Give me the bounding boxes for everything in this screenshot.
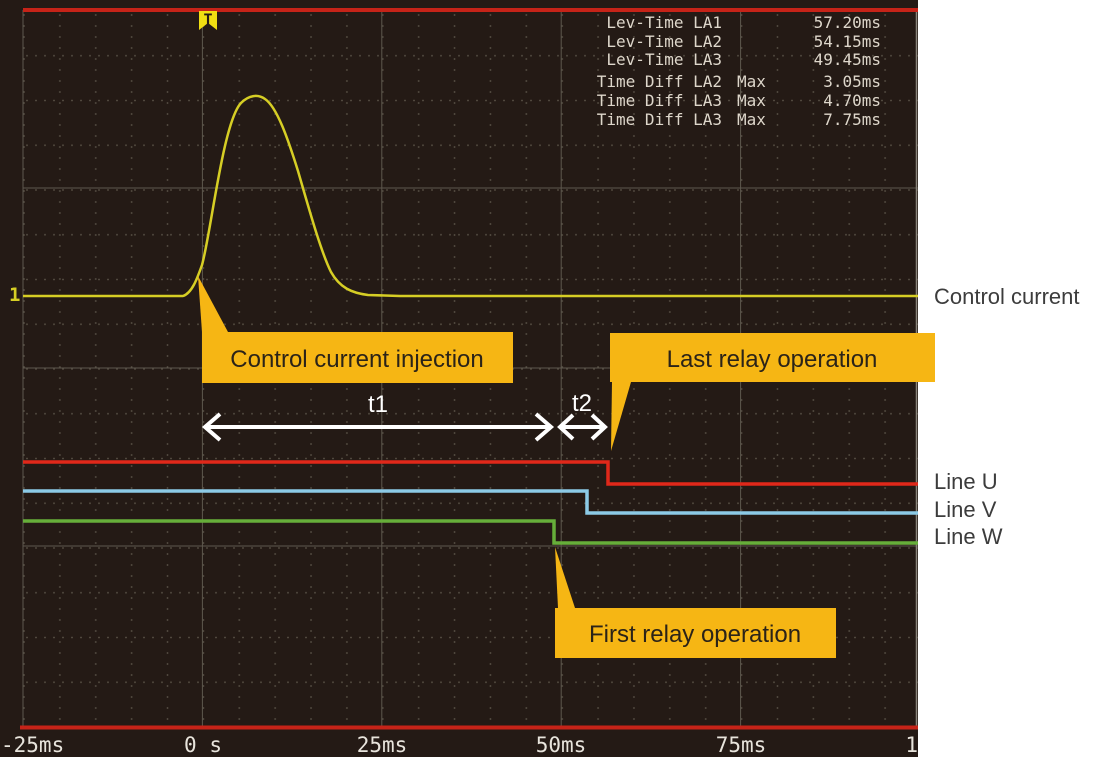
- measurement-row: Time Diff LA3 Max 4.70ms: [597, 91, 881, 110]
- line-w-label: Line W: [934, 524, 1003, 549]
- measurement-stat: Max: [737, 110, 766, 129]
- measurement-row: Lev-Time LA2 54.15ms: [606, 32, 881, 51]
- x-tick-label: -25ms: [1, 733, 64, 757]
- line-v-trace: [23, 489, 918, 515]
- callout-box: [610, 333, 935, 382]
- control-current-label: Control current: [934, 284, 1080, 309]
- measurement-label: Time Diff LA3: [597, 110, 722, 129]
- callout-box: [555, 608, 836, 658]
- callout-control-current-injection: Control current injection: [198, 276, 513, 383]
- line-w-trace: [23, 519, 918, 545]
- control-current-trace: [23, 94, 918, 298]
- measurement-value: 3.05ms: [823, 72, 881, 91]
- interval-arrows: t1 t2: [201, 390, 608, 442]
- measurement-label: Lev-Time LA1: [606, 13, 722, 32]
- measurement-value: 4.70ms: [823, 91, 881, 110]
- measurement-value: 49.45ms: [814, 50, 881, 69]
- t1-label: t1: [368, 391, 388, 418]
- measurement-value: 54.15ms: [814, 32, 881, 51]
- measurement-label: Time Diff LA2: [597, 72, 722, 91]
- x-tick-label: 0 s: [184, 733, 222, 757]
- measurement-stat: Max: [737, 91, 766, 110]
- callout-last-relay-operation: Last relay operation: [610, 333, 935, 451]
- measurement-row: Time Diff LA3 Max 7.75ms: [597, 110, 881, 129]
- trace-legend: Control current Line U Line V Line W: [934, 284, 1080, 549]
- line-u-trace: [23, 460, 918, 486]
- t2-label: t2: [572, 390, 592, 417]
- trigger-marker: T: [199, 11, 217, 30]
- measurement-row: Lev-Time LA1 57.20ms: [606, 13, 881, 32]
- measurement-stat: Max: [737, 72, 766, 91]
- x-tick-label: 75ms: [716, 733, 767, 757]
- callout-box: [202, 332, 513, 383]
- measurement-row: Time Diff LA2 Max 3.05ms: [597, 72, 881, 91]
- x-tick-label: 1: [905, 733, 918, 757]
- x-tick-label: 50ms: [536, 733, 587, 757]
- callout-text: Control current injection: [230, 346, 483, 373]
- measurement-label: Time Diff LA3: [597, 91, 722, 110]
- callout-pointer: [555, 547, 575, 608]
- measurement-value: 7.75ms: [823, 110, 881, 129]
- measurement-readout: Lev-Time LA1 57.20ms Lev-Time LA2 54.15m…: [597, 13, 881, 129]
- x-axis-labels: -25ms 0 s 25ms 50ms 75ms 1: [1, 733, 918, 757]
- measurement-value: 57.20ms: [814, 13, 881, 32]
- measurement-row: Lev-Time LA3 49.45ms: [606, 50, 881, 69]
- callout-pointer: [198, 276, 228, 332]
- channel-1-marker: 1: [9, 284, 20, 306]
- t1-arrow: [201, 412, 555, 442]
- callout-text: Last relay operation: [667, 346, 878, 373]
- trigger-flag-icon: [199, 11, 217, 30]
- x-tick-label: 25ms: [357, 733, 408, 757]
- measurement-label: Lev-Time LA3: [606, 50, 722, 69]
- callout-pointer: [611, 382, 631, 451]
- measurement-label: Lev-Time LA2: [606, 32, 722, 51]
- trigger-flag-letter: T: [203, 11, 212, 29]
- callout-first-relay-operation: First relay operation: [555, 547, 836, 658]
- callout-text: First relay operation: [589, 621, 801, 648]
- line-v-label: Line V: [934, 497, 997, 522]
- line-u-label: Line U: [934, 469, 998, 494]
- t2-arrow: [557, 413, 608, 441]
